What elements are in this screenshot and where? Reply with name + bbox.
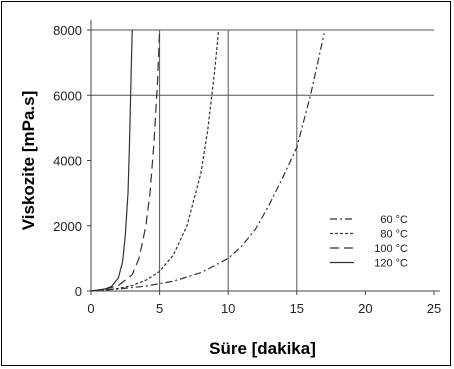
series-line-0 (90, 33, 325, 292)
x-tick-label: 20 (358, 301, 372, 316)
y-tick-label: 2000 (53, 219, 82, 234)
x-tick-label: 5 (156, 301, 163, 316)
y-axis-title: Viskozite [mPa.s] (19, 91, 38, 231)
legend-label-0: 60 °C (380, 214, 408, 226)
legend: 60 °C 80 °C 100 °C 120 °C (330, 214, 408, 270)
x-tick-label: 0 (87, 301, 94, 316)
series-line-1 (90, 29, 220, 292)
y-tick-label: 4000 (53, 154, 82, 169)
x-axis-title: Süre [dakika] (209, 339, 316, 358)
y-tick-label: 8000 (53, 23, 82, 38)
grid (91, 29, 434, 291)
legend-label-2: 100 °C (374, 243, 408, 255)
x-tick-label: 10 (221, 301, 235, 316)
x-tick-label: 15 (290, 301, 304, 316)
series-line-2 (90, 29, 161, 292)
series-lines (90, 29, 325, 292)
legend-label-3: 120 °C (374, 258, 408, 270)
tick-labels: 0 5 10 15 20 25 0 2000 4000 6000 8000 (53, 23, 441, 316)
x-tick-label: 25 (427, 301, 441, 316)
series-line-3 (90, 29, 133, 292)
axes (90, 20, 440, 292)
y-tick-label: 0 (75, 284, 82, 299)
legend-label-1: 80 °C (380, 229, 408, 241)
y-tick-label: 6000 (53, 88, 82, 103)
